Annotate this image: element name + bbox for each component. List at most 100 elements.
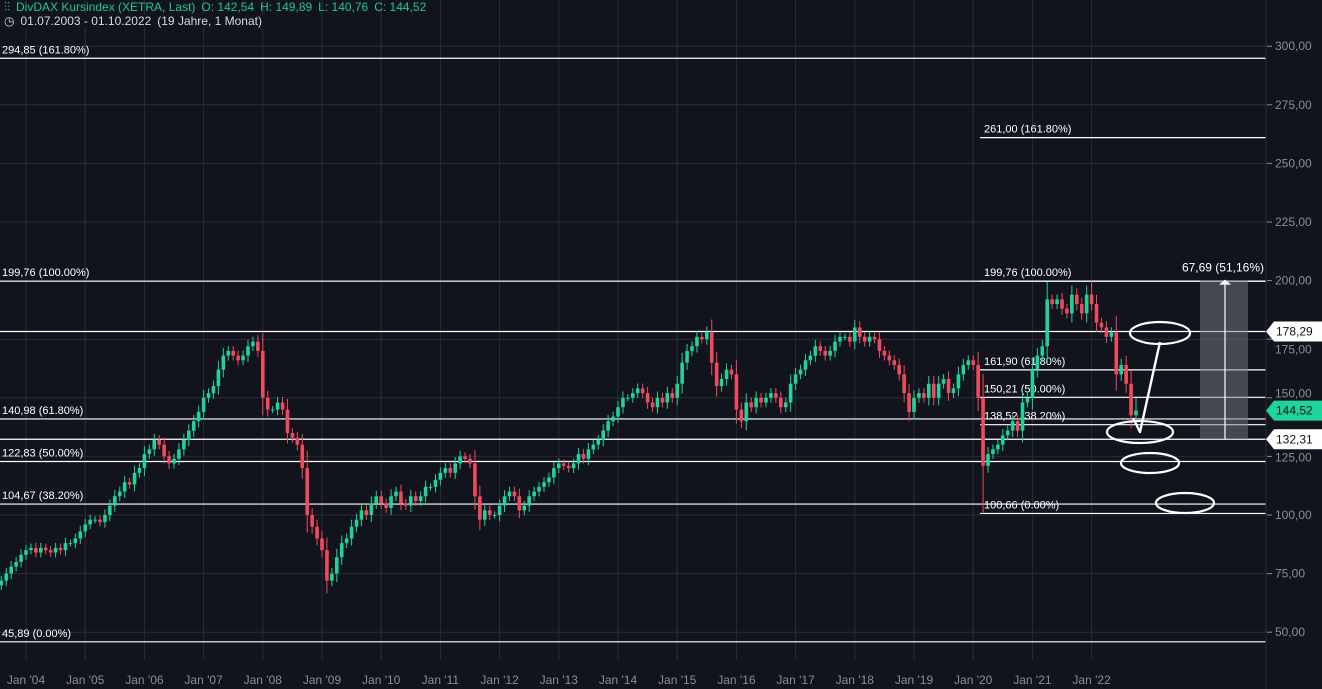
candle-body xyxy=(300,444,305,469)
candle-body xyxy=(1010,421,1015,431)
fib-left-label: 45,89 (0.00%) xyxy=(2,628,71,640)
candle-body xyxy=(483,510,487,520)
candle-body xyxy=(838,336,842,342)
candle-body xyxy=(182,439,186,450)
candle-body xyxy=(310,515,314,527)
candlesticks xyxy=(0,281,1138,594)
x-tick-label: Jan '04 xyxy=(7,673,46,687)
candle-body xyxy=(172,458,176,464)
candle-body xyxy=(517,496,522,511)
x-tick-label: Jan '21 xyxy=(1013,673,1052,687)
candle-body xyxy=(833,341,837,351)
candle-body xyxy=(4,573,9,581)
candlestick-settings-icon[interactable]: ⫶⫶ xyxy=(4,0,11,14)
candle-body xyxy=(705,332,709,340)
candle-body xyxy=(596,439,601,445)
candle-body xyxy=(665,393,670,403)
candle-body xyxy=(1119,364,1123,375)
candle-body xyxy=(83,524,87,532)
candle-body xyxy=(611,416,615,422)
candle-body xyxy=(581,454,586,459)
last-price-tag xyxy=(1266,400,1322,421)
candle-body xyxy=(783,402,788,408)
candle-body xyxy=(986,454,990,466)
candle-body xyxy=(216,369,221,387)
candle-body xyxy=(848,336,852,342)
x-tick-label: Jan '11 xyxy=(422,673,460,687)
date-range: ◷ 01.07.2003 - 01.10.2022 (19 Jahre, 1 Mon… xyxy=(4,14,272,28)
highlight-ellipse xyxy=(1154,491,1216,515)
candle-body xyxy=(320,538,324,551)
candle-body xyxy=(946,379,951,394)
x-tick-label: Jan '05 xyxy=(66,673,105,687)
candle-body xyxy=(645,393,650,403)
candle-body xyxy=(507,491,512,497)
candle-body xyxy=(93,519,97,521)
measure-label: 67,69 (51,16%) xyxy=(1182,261,1264,275)
candle-body xyxy=(931,383,936,398)
y-tick-label: 50,00 xyxy=(1275,625,1305,639)
y-tick-label: 250,00 xyxy=(1275,156,1312,170)
candle-body xyxy=(532,491,536,497)
candle-body xyxy=(201,397,206,412)
y-tick-label: 275,00 xyxy=(1275,98,1312,112)
candle-body xyxy=(616,407,620,417)
candle-body xyxy=(1094,304,1099,323)
candle-body xyxy=(591,444,596,450)
candle-body xyxy=(487,510,492,515)
candle-body xyxy=(1079,304,1084,314)
candle-body xyxy=(626,397,630,399)
y-tick-label: 175,00 xyxy=(1275,342,1312,356)
candle-body xyxy=(872,336,877,340)
fib-right-label: 161,90 (61.80%) xyxy=(984,356,1065,368)
highlight-ellipse xyxy=(1119,451,1181,475)
candle-body xyxy=(468,458,472,464)
open-value: O: 142,54 xyxy=(201,0,255,14)
candle-body xyxy=(285,409,290,433)
candle-body xyxy=(221,355,226,370)
candle-body xyxy=(251,341,255,347)
candle-body xyxy=(295,437,300,445)
candle-body xyxy=(1099,322,1104,328)
fib-right-label: 100,66 (0.00%) xyxy=(984,499,1059,511)
candle-body xyxy=(211,386,216,394)
candle-body xyxy=(907,393,911,412)
candle-body xyxy=(640,388,645,394)
candle-body xyxy=(1050,299,1054,305)
candle-body xyxy=(912,397,916,412)
x-tick-label: Jan '07 xyxy=(184,673,223,687)
x-tick-label: Jan '17 xyxy=(776,673,815,687)
candle-body xyxy=(63,543,68,551)
price-tag-label: 178,29 xyxy=(1276,324,1313,338)
candle-body xyxy=(803,360,808,370)
candle-body xyxy=(522,505,527,511)
candle-body xyxy=(246,346,250,356)
candle-body xyxy=(1055,299,1059,305)
candle-body xyxy=(73,538,78,544)
x-tick-label: Jan '08 xyxy=(244,673,283,687)
candle-body xyxy=(280,402,285,410)
candle-body xyxy=(813,346,818,356)
candle-body xyxy=(39,547,43,553)
candle-body xyxy=(196,411,201,422)
candle-body xyxy=(448,468,453,473)
candle-body xyxy=(537,486,541,492)
candle-body xyxy=(241,355,245,361)
candle-body xyxy=(991,449,995,455)
candle-body xyxy=(749,402,753,408)
fib-left-label: 104,67 (38.20%) xyxy=(2,490,83,502)
candle-body xyxy=(571,463,576,469)
candle-body xyxy=(142,454,147,469)
candle-body xyxy=(769,393,773,398)
candle-body xyxy=(1134,410,1138,416)
fib-left-label: 294,85 (161.80%) xyxy=(2,44,89,56)
candle-body xyxy=(1129,383,1133,416)
drawn-arrow xyxy=(1131,341,1162,434)
candle-body xyxy=(428,486,433,488)
candle-body xyxy=(29,547,33,551)
candle-body xyxy=(305,468,309,515)
candle-body xyxy=(344,538,349,544)
candle-body xyxy=(547,477,551,483)
candle-body xyxy=(542,482,546,487)
